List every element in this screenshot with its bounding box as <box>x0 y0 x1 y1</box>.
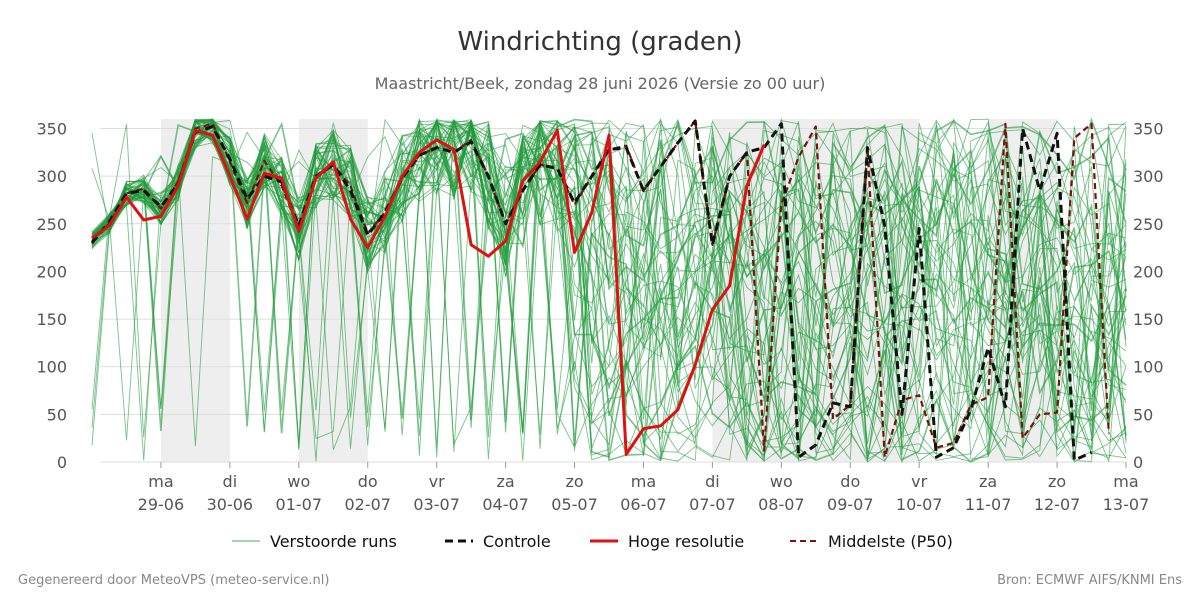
legend: Verstoorde runs Controle Hoge resolutie … <box>232 532 953 551</box>
shade-band-0 <box>160 119 230 462</box>
ensemble-members <box>91 117 1127 464</box>
legend-label-ensemble: Verstoorde runs <box>270 532 397 551</box>
y-tick-right-300: 300 <box>1133 167 1164 186</box>
legend-label-hires: Hoge resolutie <box>628 532 744 551</box>
legend-label-control: Controle <box>483 532 551 551</box>
legend-label-median: Middelste (P50) <box>828 532 953 551</box>
ensemble-member-44 <box>91 119 1127 442</box>
x-tick-day-1: di <box>223 472 238 491</box>
y-tick-right-50: 50 <box>1133 405 1153 424</box>
y-tick-left-250: 250 <box>36 215 67 234</box>
ensemble-member-3 <box>91 119 1127 462</box>
y-tick-left-300: 300 <box>36 167 67 186</box>
x-tick-day-11: vr <box>911 472 927 491</box>
y-tick-right-100: 100 <box>1133 358 1164 377</box>
y-axis-right: 0 50 100 150 200 250 300 350 <box>1133 120 1164 472</box>
ensemble-member-27 <box>91 118 1127 435</box>
y-tick-left-50: 50 <box>47 405 67 424</box>
y-tick-left-150: 150 <box>36 310 67 329</box>
y-tick-left-100: 100 <box>36 358 67 377</box>
y-axis-left: 0 50 100 150 200 250 300 350 <box>36 120 67 472</box>
x-tick-date-5: 04-07 <box>482 495 529 514</box>
x-tick-date-9: 08-07 <box>758 495 805 514</box>
x-tick-day-12: za <box>979 472 997 491</box>
x-tick-day-9: wo <box>770 472 793 491</box>
ensemble-member-35 <box>91 122 1127 461</box>
footer-generated-by: Gegenereerd door MeteoVPS (meteo-service… <box>18 573 329 588</box>
x-tick-day-7: ma <box>631 472 656 491</box>
x-tick-day-5: za <box>496 472 514 491</box>
x-tick-day-0: ma <box>148 472 173 491</box>
ensemble-member-47 <box>91 120 1127 456</box>
y-tick-right-200: 200 <box>1133 262 1164 281</box>
x-tick-date-11: 10-07 <box>896 495 943 514</box>
ensemble-member-43 <box>91 119 1127 458</box>
series-line-control <box>90 119 1093 462</box>
x-tick-day-14: ma <box>1113 472 1138 491</box>
x-tick-date-8: 07-07 <box>689 495 736 514</box>
ensemble-member-28 <box>91 118 1127 459</box>
x-tick-day-2: wo <box>287 472 310 491</box>
x-tick-date-1: 30-06 <box>207 495 254 514</box>
ensemble-member-46 <box>91 121 1127 445</box>
y-tick-right-350: 350 <box>1133 120 1164 139</box>
y-tick-left-0: 0 <box>57 453 67 472</box>
main-series <box>90 119 1110 462</box>
ensemble-member-39 <box>91 125 1127 458</box>
series-line-median <box>91 119 1110 459</box>
y-tick-right-150: 150 <box>1133 310 1164 329</box>
x-tick-date-0: 29-06 <box>138 495 185 514</box>
y-tick-right-0: 0 <box>1133 453 1143 472</box>
x-tick-date-13: 12-07 <box>1034 495 1081 514</box>
x-tick-date-3: 02-07 <box>344 495 391 514</box>
x-tick-date-2: 01-07 <box>276 495 323 514</box>
chart-subtitle: Maastricht/Beek, zondag 28 juni 2026 (Ve… <box>375 74 826 93</box>
ensemble-member-49 <box>91 120 1127 463</box>
x-tick-day-6: zo <box>565 472 583 491</box>
x-tick-date-14: 13-07 <box>1103 495 1150 514</box>
x-tick-day-10: do <box>840 472 860 491</box>
series-line-hires <box>91 128 766 456</box>
x-tick-date-12: 11-07 <box>965 495 1012 514</box>
y-tick-left-200: 200 <box>36 262 67 281</box>
ensemble-member-41 <box>91 120 1127 459</box>
x-tick-day-13: zo <box>1048 472 1066 491</box>
chart-title: Windrichting (graden) <box>457 27 742 57</box>
ensemble-member-42 <box>91 118 1127 462</box>
ensemble-member-48 <box>91 118 1127 462</box>
footer-source: Bron: ECMWF AIFS/KNMI Ens <box>997 573 1182 588</box>
x-tick-date-10: 09-07 <box>827 495 874 514</box>
x-tick-date-6: 05-07 <box>551 495 598 514</box>
x-axis: ma 29-06 di 30-06 wo 01-07 do 02-07 vr 03-07 za 04-… <box>138 462 1150 514</box>
x-tick-day-4: vr <box>429 472 445 491</box>
y-tick-right-250: 250 <box>1133 215 1164 234</box>
x-tick-day-3: do <box>358 472 378 491</box>
x-tick-date-4: 03-07 <box>413 495 460 514</box>
x-tick-day-8: di <box>705 472 720 491</box>
y-tick-left-350: 350 <box>36 120 67 139</box>
x-tick-date-7: 06-07 <box>620 495 667 514</box>
